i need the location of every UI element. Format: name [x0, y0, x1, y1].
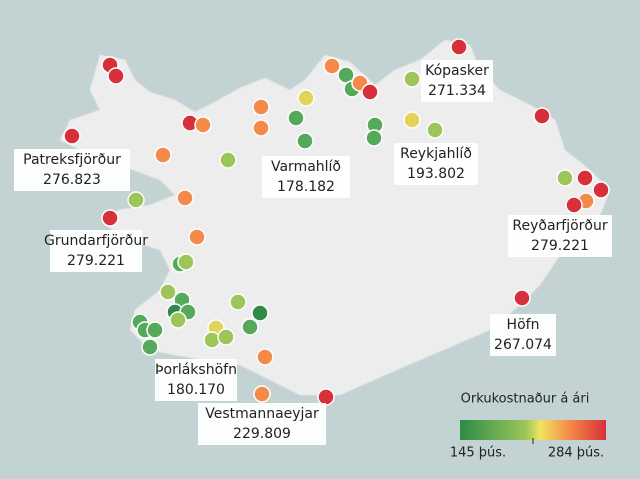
location-dot: [403, 70, 421, 88]
label-box: [508, 215, 612, 257]
location-dot: [252, 119, 270, 137]
location-dot: [154, 146, 172, 164]
label-box: [155, 359, 237, 401]
label-value: 193.802: [407, 166, 465, 182]
location-dot: [256, 348, 274, 366]
location-dot: [127, 191, 145, 209]
location-dot: [219, 151, 237, 169]
label-name: Þorlákshöfn: [155, 362, 237, 378]
label-box: [262, 156, 350, 198]
label-value: 267.074: [494, 337, 552, 353]
legend-gradient: [460, 420, 606, 440]
location-dot: [159, 283, 177, 301]
location-dot: [450, 38, 468, 56]
location-dot: [169, 311, 187, 329]
location-dot: [177, 253, 195, 271]
location-dot: [194, 116, 212, 134]
location-dot: [592, 181, 610, 199]
label-value: 279.221: [67, 253, 125, 269]
location-dot: [252, 98, 270, 116]
location-dot: [188, 228, 206, 246]
label-value: 180.170: [167, 382, 225, 398]
location-dot: [361, 83, 379, 101]
location-dot: [323, 57, 341, 75]
location-dot: [533, 107, 551, 125]
label-name: Grundarfjörður: [44, 233, 148, 249]
location-dot: [251, 304, 269, 322]
location-dot: [107, 67, 125, 85]
location-dot: [556, 169, 574, 187]
label-box: [421, 60, 493, 102]
location-dot: [146, 321, 164, 339]
location-dot: [101, 209, 119, 227]
location-dot: [63, 127, 81, 145]
label-value: 279.221: [531, 238, 589, 254]
location-dot: [297, 89, 315, 107]
location-dot: [287, 109, 305, 127]
location-dot: [241, 318, 259, 336]
location-dot: [229, 293, 247, 311]
location-dot: [253, 385, 271, 403]
location-dot: [317, 388, 335, 406]
label-name: Patreksfjörður: [23, 152, 121, 168]
label-name: Höfn: [507, 317, 540, 333]
label-box: [50, 230, 142, 272]
location-dot: [217, 328, 235, 346]
legend-title: Orkukostnaður á ári: [461, 392, 590, 407]
label-name: Kópasker: [425, 63, 489, 79]
location-dot: [365, 129, 383, 147]
label-box: [394, 143, 478, 185]
location-dot: [296, 132, 314, 150]
legend-max: 284 þús.: [548, 446, 604, 461]
label-value: 229.809: [233, 426, 291, 442]
label-box: [198, 403, 326, 445]
location-dot: [141, 338, 159, 356]
location-dot: [176, 189, 194, 207]
label-name: Reyðarfjörður: [512, 218, 607, 234]
label-box: [14, 149, 130, 191]
location-dot: [403, 111, 421, 129]
location-dot: [565, 196, 583, 214]
location-dot: [426, 121, 444, 139]
label-name: Reykjahlíð: [400, 146, 472, 162]
location-dot: [513, 289, 531, 307]
label-name: Varmahlíð: [271, 159, 341, 175]
location-dot: [576, 169, 594, 187]
legend-min: 145 þús.: [450, 446, 506, 461]
label-value: 178.182: [277, 179, 335, 195]
label-name: Vestmannaeyjar: [205, 406, 319, 422]
label-box: [490, 314, 556, 356]
label-value: 271.334: [428, 83, 486, 99]
label-value: 276.823: [43, 172, 101, 188]
location-dot: [203, 331, 221, 349]
